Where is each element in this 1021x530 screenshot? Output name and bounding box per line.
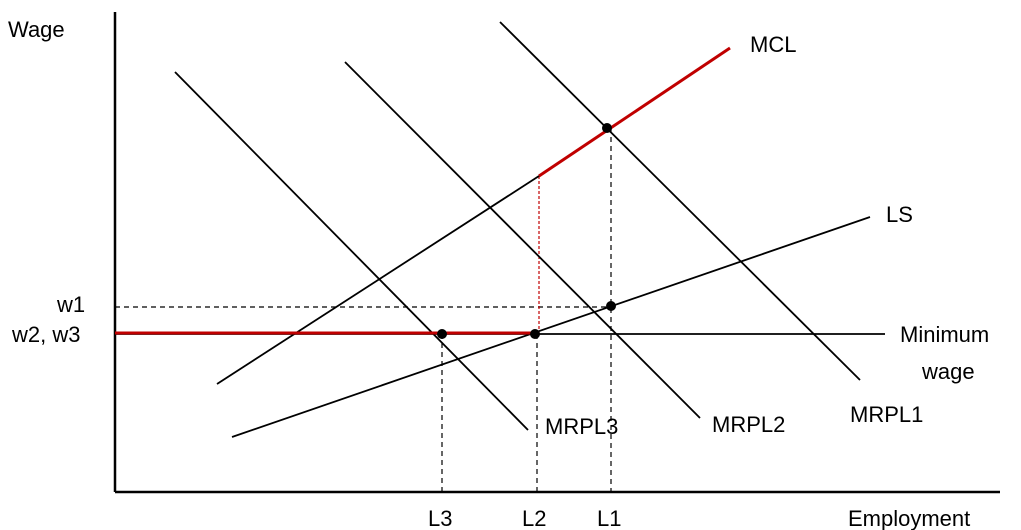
mrpl3-label: MRPL3 bbox=[545, 414, 618, 439]
x-axis-label: Employment bbox=[848, 506, 970, 530]
y-axis-label: Wage bbox=[8, 17, 65, 42]
minimum-wage-label-1: Minimum bbox=[900, 322, 989, 347]
minimum-wage-label-2: wage bbox=[921, 359, 975, 384]
effective-mcl-upper bbox=[538, 46, 731, 178]
mrpl1-curve bbox=[499, 21, 861, 381]
w1-label: w1 bbox=[56, 292, 85, 317]
mrpl2-label: MRPL2 bbox=[712, 412, 785, 437]
ls-label: LS bbox=[886, 202, 913, 227]
ls-curve bbox=[231, 216, 871, 438]
l2-label: L2 bbox=[522, 506, 546, 530]
l1-label: L1 bbox=[597, 506, 621, 530]
mrpl3-curve bbox=[174, 71, 529, 431]
mrpl2-curve bbox=[344, 61, 701, 419]
mrpl1-label: MRPL1 bbox=[850, 402, 923, 427]
l3-label: L3 bbox=[428, 506, 452, 530]
w23-label: w2, w3 bbox=[11, 322, 80, 347]
mcl-curve-lower bbox=[216, 175, 540, 385]
mcl-label: MCL bbox=[750, 32, 796, 57]
point-l3-w23 bbox=[437, 329, 447, 339]
point-l1-mcl bbox=[602, 123, 612, 133]
point-l1-w1 bbox=[606, 301, 616, 311]
point-l2-w23 bbox=[530, 329, 540, 339]
